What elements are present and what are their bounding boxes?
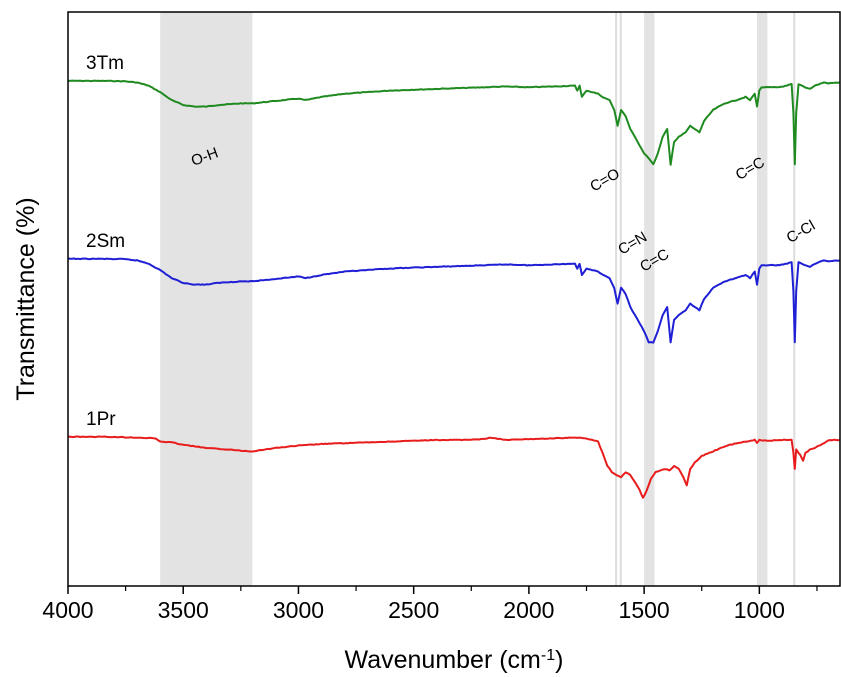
band-region-1 [644,12,655,586]
plot-frame [67,11,841,587]
band-region-2 [757,12,768,586]
series-line-2sm [67,257,841,344]
x-tick-label-2500: 2500 [388,597,439,623]
x-axis-title: Wavenumber (cm-1) [345,646,564,674]
series-line-1pr [67,435,841,499]
x-tick-label-4000: 4000 [42,597,93,623]
x-tick-label-2000: 2000 [503,597,554,623]
peak-annotations: O-HC=OC=NC=CC=CC-Cl [189,144,818,275]
axes [67,11,841,587]
spectra-series: 3Tm 2Sm 1Pr [67,53,841,499]
x-axis-ticks: 4000 3500 3000 2500 2000 1500 1000 [42,586,818,623]
series-line-3tm [68,79,841,166]
highlight-bands [160,12,796,586]
series-label-2sm: 2Sm [86,231,125,252]
x-tick-label-3000: 3000 [273,597,324,623]
annotation-5: C-Cl [784,217,818,247]
annotation-3: C=C [637,246,672,276]
x-tick-label-3500: 3500 [158,597,209,623]
annotation-1: C=O [587,165,623,195]
y-axis-title: Transmittance (%) [12,197,40,400]
series-label-3tm: 3Tm [86,53,124,74]
x-tick-label-1500: 1500 [619,597,670,623]
band-region-0 [160,12,253,586]
x-tick-label-1000: 1000 [734,597,785,623]
series-label-1pr: 1Pr [86,409,116,430]
